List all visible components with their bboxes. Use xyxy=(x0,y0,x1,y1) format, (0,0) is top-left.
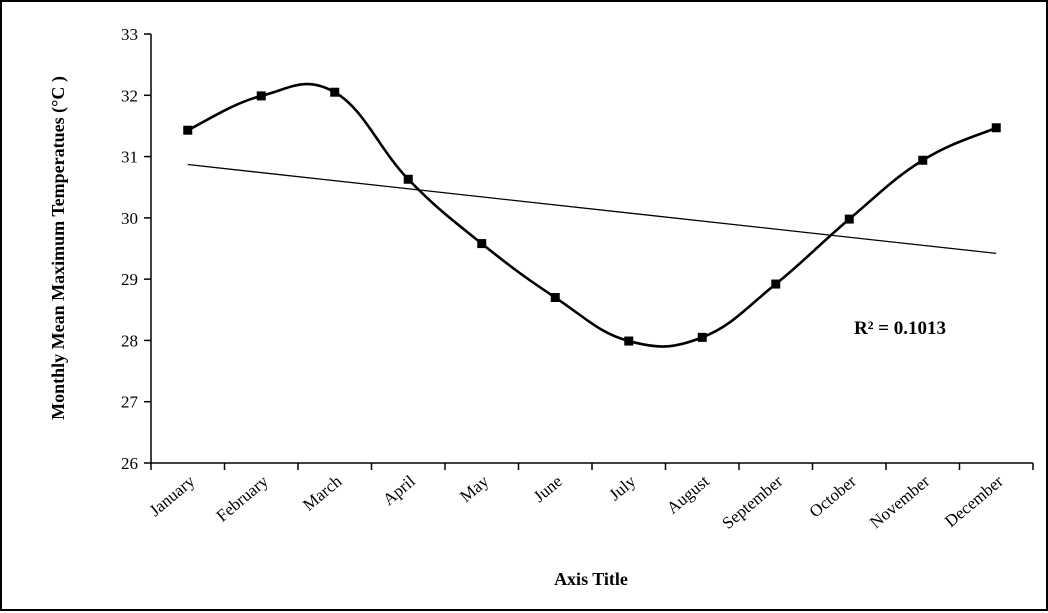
x-tick-label: December xyxy=(941,471,1007,531)
y-tick-label: 26 xyxy=(121,454,138,473)
x-tick-label: October xyxy=(806,471,860,521)
data-point-marker xyxy=(256,91,266,101)
y-tick-label: 28 xyxy=(121,331,138,350)
data-point-marker xyxy=(697,332,707,342)
x-axis-title: Axis Title xyxy=(554,569,628,589)
data-point-marker xyxy=(771,279,781,289)
data-point-marker xyxy=(844,214,854,224)
x-tick-label: June xyxy=(530,472,566,507)
r-squared-label: R² = 0.1013 xyxy=(854,318,946,339)
series-line xyxy=(187,82,997,348)
y-tick-label: 32 xyxy=(121,86,138,105)
y-tick-label: 27 xyxy=(121,393,139,412)
x-tick-label: April xyxy=(379,471,419,509)
data-point-marker xyxy=(330,87,340,97)
y-axis-title: Monthly Mean Maximum Temperatues (°C ) xyxy=(48,76,69,420)
data-point-marker xyxy=(477,239,487,249)
x-tick-label: August xyxy=(663,471,713,517)
data-point-marker xyxy=(550,293,560,303)
x-tick-label: March xyxy=(299,471,346,514)
y-tick-label: 33 xyxy=(121,25,138,44)
axes xyxy=(144,33,1034,470)
data-point-marker xyxy=(918,155,928,165)
linear-trendline xyxy=(187,163,997,255)
y-tick-label: 29 xyxy=(121,270,138,289)
data-point-marker xyxy=(991,123,1001,133)
data-point-marker xyxy=(624,336,634,346)
data-point-marker xyxy=(403,174,413,184)
x-tick-label: January xyxy=(146,471,199,520)
x-tick-label: July xyxy=(605,471,639,504)
data-point-marker xyxy=(183,125,193,135)
y-tick-label: 31 xyxy=(121,148,138,167)
x-tick-label: September xyxy=(718,471,786,533)
y-tick-labels: 26 27 28 29 30 31 32 33 xyxy=(121,25,139,473)
y-tick-label: 30 xyxy=(121,209,138,228)
x-tick-labels: January February March April May June July Augu… xyxy=(146,471,1007,533)
x-tick-label: February xyxy=(213,471,273,525)
x-tick-label: November xyxy=(866,471,933,532)
x-tick-label: May xyxy=(456,471,492,506)
data-point-markers xyxy=(183,87,1001,346)
